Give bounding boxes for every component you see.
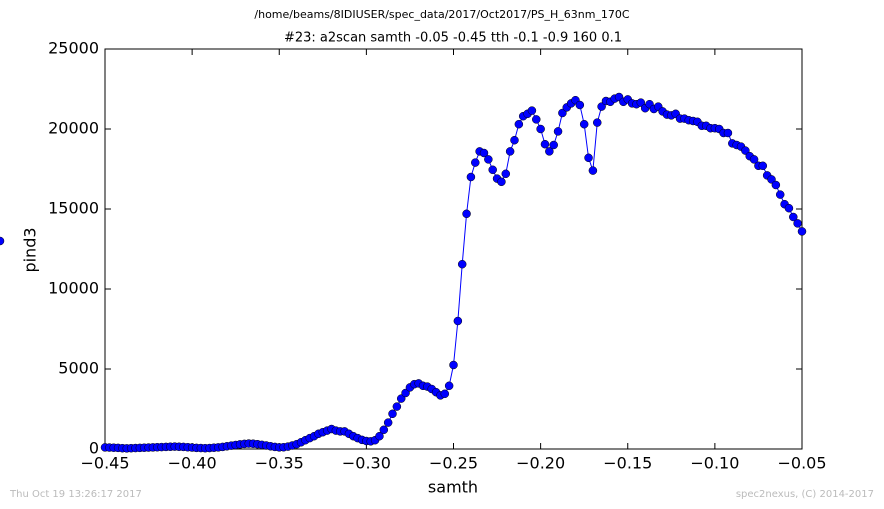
y-tick-label: 10000 <box>48 279 99 298</box>
data-point <box>462 209 471 219</box>
footer-right: spec2nexus, (C) 2014-2017 <box>736 489 874 500</box>
data-point <box>588 166 598 175</box>
y-tick-label: 25000 <box>48 39 99 58</box>
x-tick-label: −0.15 <box>603 454 652 473</box>
x-tick-label: −0.40 <box>168 454 217 473</box>
data-point <box>505 147 515 156</box>
data-point <box>457 259 467 269</box>
y-tick-label: 0 <box>89 439 99 458</box>
data-point <box>388 409 397 419</box>
y-tick-label: 15000 <box>48 199 99 218</box>
data-point <box>741 146 750 155</box>
data-point <box>471 158 480 167</box>
data-point <box>383 418 393 427</box>
data-point <box>392 402 402 411</box>
data-line <box>104 96 803 449</box>
chart-title: #23: a2scan samth -0.05 -0.45 tth -0.1 -… <box>284 31 622 46</box>
data-point <box>775 190 785 199</box>
data-point <box>444 381 454 391</box>
data-point <box>558 108 567 118</box>
data-point <box>501 169 511 179</box>
x-axis-label: samth <box>428 478 478 497</box>
data-point <box>784 203 794 213</box>
data-point <box>597 102 606 111</box>
y-tick-label: 5000 <box>58 359 99 378</box>
data-point <box>449 360 458 370</box>
data-point <box>549 140 558 150</box>
data-point <box>453 316 463 326</box>
data-point <box>379 425 389 435</box>
data-point <box>579 119 589 129</box>
y-axis-label: pind3 <box>21 227 40 272</box>
suptitle: /home/beams/8IDIUSER/spec_data/2017/Oct2… <box>254 8 630 21</box>
data-point <box>527 106 537 115</box>
x-tick-label: −0.20 <box>516 454 565 473</box>
data-point <box>440 389 450 399</box>
data-point <box>771 180 781 190</box>
data-point <box>584 153 593 163</box>
data-point <box>758 161 768 171</box>
data-point <box>396 394 406 403</box>
data-point <box>479 148 489 158</box>
x-tick-label: −0.35 <box>255 454 304 473</box>
data-point <box>723 128 733 138</box>
data-point <box>484 155 493 164</box>
data-point <box>593 118 602 127</box>
data-point <box>789 212 798 222</box>
x-tick-label: −0.10 <box>690 454 739 473</box>
data-point <box>553 127 563 136</box>
data-point <box>575 100 585 110</box>
data-point <box>514 119 524 129</box>
data-point <box>797 227 807 236</box>
x-tick-label: −0.25 <box>429 454 478 473</box>
data-point <box>767 175 776 184</box>
x-tick-label: −0.05 <box>777 454 826 473</box>
data-point <box>510 135 519 145</box>
data-point <box>793 219 802 228</box>
plot-frame <box>104 48 803 450</box>
data-point <box>466 172 476 182</box>
data-point <box>540 139 550 149</box>
data-point <box>401 388 410 398</box>
data-point <box>532 115 541 124</box>
data-point <box>375 431 384 441</box>
x-tick-label: −0.30 <box>342 454 391 473</box>
data-point <box>497 177 506 187</box>
data-point <box>749 155 759 164</box>
data-point <box>636 98 646 107</box>
data-point <box>0 236 5 246</box>
y-tick-label: 20000 <box>48 119 99 138</box>
data-point <box>488 165 497 175</box>
data-point <box>536 124 545 134</box>
footer-left: Thu Oct 19 13:26:17 2017 <box>9 489 142 500</box>
data-point <box>545 147 554 156</box>
x-tick-label: −0.45 <box>80 454 129 473</box>
